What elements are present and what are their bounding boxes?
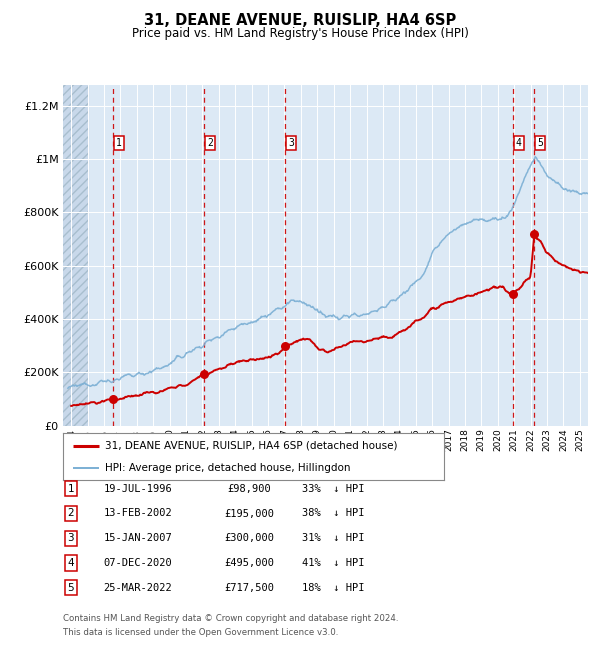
Text: £98,900: £98,900 [227,484,271,494]
Text: £717,500: £717,500 [224,582,274,593]
Text: 4: 4 [67,558,74,568]
Text: 18%  ↓ HPI: 18% ↓ HPI [302,582,364,593]
Text: 13-FEB-2002: 13-FEB-2002 [104,508,172,519]
Bar [63,84,88,426]
Text: HPI: Average price, detached house, Hillingdon: HPI: Average price, detached house, Hill… [105,463,350,473]
Text: 2: 2 [67,508,74,519]
Text: 1: 1 [116,138,122,148]
Text: 33%  ↓ HPI: 33% ↓ HPI [302,484,364,494]
Text: 4: 4 [516,138,522,148]
Text: 1: 1 [67,484,74,494]
Text: 07-DEC-2020: 07-DEC-2020 [104,558,172,568]
Text: Price paid vs. HM Land Registry's House Price Index (HPI): Price paid vs. HM Land Registry's House … [131,27,469,40]
Text: 3: 3 [288,138,294,148]
Text: 15-JAN-2007: 15-JAN-2007 [104,533,172,543]
Text: This data is licensed under the Open Government Licence v3.0.: This data is licensed under the Open Gov… [63,628,338,637]
Text: £195,000: £195,000 [224,508,274,519]
Text: 31%  ↓ HPI: 31% ↓ HPI [302,533,364,543]
Text: 41%  ↓ HPI: 41% ↓ HPI [302,558,364,568]
Text: 31, DEANE AVENUE, RUISLIP, HA4 6SP (detached house): 31, DEANE AVENUE, RUISLIP, HA4 6SP (deta… [105,441,397,450]
Text: 31, DEANE AVENUE, RUISLIP, HA4 6SP: 31, DEANE AVENUE, RUISLIP, HA4 6SP [144,13,456,28]
Text: 19-JUL-1996: 19-JUL-1996 [104,484,172,494]
Text: £300,000: £300,000 [224,533,274,543]
Text: 5: 5 [538,138,543,148]
Text: £495,000: £495,000 [224,558,274,568]
Text: 38%  ↓ HPI: 38% ↓ HPI [302,508,364,519]
Bar [63,84,88,426]
Text: 2: 2 [208,138,213,148]
Text: 25-MAR-2022: 25-MAR-2022 [104,582,172,593]
Text: Contains HM Land Registry data © Crown copyright and database right 2024.: Contains HM Land Registry data © Crown c… [63,614,398,623]
Text: 3: 3 [67,533,74,543]
Text: 5: 5 [67,582,74,593]
